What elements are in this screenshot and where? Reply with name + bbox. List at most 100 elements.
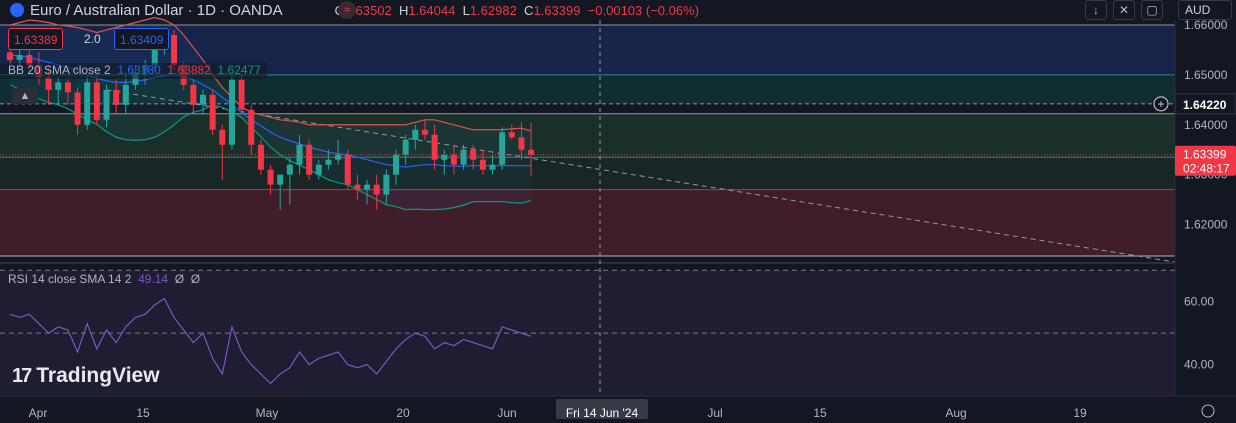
- price-tick-label: 1.66000: [1184, 18, 1228, 32]
- rsi-tick-label: 40.00: [1184, 358, 1214, 372]
- fullscreen-icon[interactable]: ▢: [1141, 0, 1163, 20]
- candle-body[interactable]: [479, 159, 486, 170]
- rsi-label: RSI 14 close SMA 14 2: [8, 272, 132, 286]
- price-marker-box[interactable]: [1174, 93, 1236, 115]
- candle-body[interactable]: [122, 84, 129, 105]
- candle-body[interactable]: [16, 54, 23, 60]
- candle-body[interactable]: [26, 54, 33, 65]
- candle-body[interactable]: [296, 144, 303, 165]
- tv-logo-icon: 17: [12, 364, 32, 387]
- price-pane[interactable]: [0, 20, 1175, 262]
- candle-body[interactable]: [238, 79, 245, 110]
- countdown-label: 02:48:17: [1183, 162, 1230, 176]
- candle-body[interactable]: [84, 82, 91, 125]
- candle-body[interactable]: [267, 169, 274, 185]
- candle-body[interactable]: [228, 79, 235, 145]
- candle-body[interactable]: [93, 82, 100, 120]
- bb-upper-line[interactable]: [9, 16, 532, 132]
- symbol-title[interactable]: Euro / Australian Dollar · 1D · OANDA: [30, 1, 283, 19]
- price-tick-label: 1.62000: [1184, 218, 1228, 232]
- currency-label: AUD: [1185, 3, 1211, 17]
- candle-body[interactable]: [171, 34, 178, 65]
- candle-body[interactable]: [441, 154, 448, 160]
- candle-body[interactable]: [103, 89, 110, 120]
- ohlc-readout: O1.63502 H1.64044 L1.62982 C1.63399 −0.0…: [335, 3, 699, 18]
- bb-legend[interactable]: BB 20 SMA close 2 1.63180 1.63882 1.6247…: [0, 63, 267, 79]
- sell-button[interactable]: 1.63389: [8, 28, 64, 50]
- candle-body[interactable]: [412, 129, 419, 140]
- rsi-extra-1: Ø: [174, 272, 185, 286]
- candle-body[interactable]: [306, 144, 313, 175]
- candle-body[interactable]: [74, 92, 81, 125]
- time-tick-label: Aug: [945, 406, 966, 420]
- add-plus-icon[interactable]: [1153, 96, 1169, 112]
- collapse-icon[interactable]: ✕: [1113, 0, 1135, 20]
- low-value: 1.62982: [469, 2, 517, 18]
- alert-icon[interactable]: ≈: [338, 1, 356, 19]
- candle-body[interactable]: [354, 184, 361, 190]
- last-price-label: 1.63399: [1183, 148, 1227, 162]
- candle-body[interactable]: [431, 134, 438, 160]
- rsi-line[interactable]: [9, 297, 532, 385]
- candle-body[interactable]: [460, 149, 467, 165]
- candle-body[interactable]: [518, 137, 525, 150]
- candle-body[interactable]: [286, 164, 293, 175]
- candle-body[interactable]: [421, 129, 428, 135]
- crosshair-date-box: [556, 399, 648, 419]
- candle-body[interactable]: [113, 89, 120, 105]
- candle-body[interactable]: [277, 174, 284, 185]
- time-tick-label: Jul: [707, 406, 722, 420]
- candle-body[interactable]: [209, 94, 216, 130]
- price-axis[interactable]: [1175, 20, 1236, 396]
- rsi-pane[interactable]: [0, 264, 1175, 396]
- candle-body[interactable]: [364, 184, 371, 190]
- zone-band: [0, 113, 1175, 158]
- symbol-flag-icon: [10, 3, 24, 17]
- candle-body[interactable]: [190, 84, 197, 105]
- candle-body[interactable]: [489, 164, 496, 170]
- time-tick-label: 20: [396, 406, 410, 420]
- buy-button[interactable]: 1.63409: [114, 28, 170, 50]
- candle-body[interactable]: [315, 164, 322, 175]
- rsi-extra-2: Ø: [190, 272, 201, 286]
- rsi-tick-label: 60.00: [1184, 295, 1214, 309]
- candle-body[interactable]: [200, 94, 206, 105]
- candle-body[interactable]: [64, 82, 71, 93]
- low-label: L: [462, 2, 470, 18]
- candle-body[interactable]: [55, 82, 62, 90]
- candle-body[interactable]: [7, 52, 13, 60]
- candle-body[interactable]: [325, 159, 332, 165]
- time-tick-label: 15: [813, 406, 827, 420]
- logo-text: TradingView: [36, 364, 160, 387]
- candle-body[interactable]: [219, 129, 226, 145]
- candle-body[interactable]: [499, 132, 506, 165]
- candle-body[interactable]: [470, 149, 477, 160]
- settings-gear-icon[interactable]: [1201, 404, 1215, 418]
- trendline[interactable]: [106, 89, 1176, 263]
- spread-value: 2.0: [84, 32, 101, 46]
- candle-body[interactable]: [383, 174, 390, 195]
- candle-body[interactable]: [373, 184, 380, 195]
- candle-body[interactable]: [508, 132, 515, 138]
- collapse-chevron-icon[interactable]: ▲: [12, 88, 38, 104]
- candle-body[interactable]: [45, 77, 52, 90]
- price-tick-label: 1.64000: [1184, 118, 1228, 132]
- currency-selector[interactable]: AUD: [1178, 0, 1232, 20]
- candle-body[interactable]: [393, 154, 399, 175]
- buy-price: 1.63409: [120, 33, 164, 47]
- candle-body[interactable]: [248, 109, 255, 145]
- candle-body[interactable]: [450, 154, 457, 165]
- rsi-value: 49.14: [138, 272, 169, 286]
- candle-body[interactable]: [151, 44, 158, 65]
- candle-body[interactable]: [335, 154, 342, 160]
- time-tick-label: Jun: [497, 406, 516, 420]
- candle-body[interactable]: [528, 149, 535, 155]
- candle-body[interactable]: [402, 139, 409, 155]
- rsi-legend[interactable]: RSI 14 close SMA 14 2 49.14 Ø Ø: [0, 272, 206, 288]
- tradingview-logo[interactable]: 17 TradingView: [12, 364, 160, 388]
- candle-body[interactable]: [344, 154, 351, 185]
- crosshair-date-label: Fri 14 Jun '24: [566, 406, 639, 420]
- arrow-down-icon[interactable]: ↓: [1085, 0, 1107, 20]
- candle-body[interactable]: [257, 144, 264, 170]
